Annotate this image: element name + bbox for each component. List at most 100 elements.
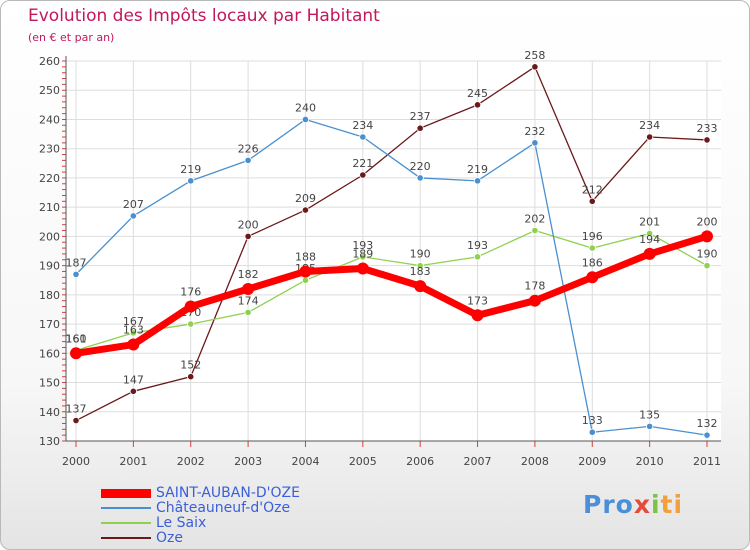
- legend-label: SAINT-AUBAN-D'OZE: [156, 485, 300, 501]
- data-point: [72, 416, 80, 425]
- data-point: [244, 308, 252, 316]
- y-tick-label: 220: [39, 172, 60, 185]
- data-point: [72, 270, 80, 278]
- data-point: [646, 133, 654, 141]
- y-tick-label: 190: [39, 260, 60, 273]
- data-point: [528, 294, 541, 307]
- data-label: 237: [410, 110, 431, 123]
- data-label: 132: [697, 417, 718, 430]
- data-point: [643, 247, 656, 260]
- data-label: 163: [123, 324, 144, 337]
- data-label: 167: [123, 315, 144, 328]
- data-label: 189: [352, 248, 373, 261]
- data-point: [70, 347, 82, 360]
- data-label: 176: [180, 286, 201, 299]
- data-point: [586, 271, 599, 284]
- legend-swatch: [101, 507, 151, 509]
- logo-part: i: [650, 490, 661, 519]
- series-line: [75, 229, 708, 352]
- data-point: [703, 431, 711, 439]
- y-tick-label: 130: [39, 435, 60, 448]
- y-tick-label: 240: [39, 113, 60, 126]
- plot-area: [66, 61, 721, 441]
- data-point: [187, 373, 195, 381]
- x-tick-label: 2006: [406, 455, 434, 468]
- y-tick-label: 260: [39, 55, 60, 68]
- data-label: 178: [524, 280, 545, 293]
- y-tick-label: 200: [39, 230, 60, 243]
- data-label: 221: [352, 157, 373, 170]
- data-label: 183: [410, 265, 431, 278]
- data-point: [473, 253, 482, 261]
- data-point: [299, 265, 312, 278]
- data-label: 194: [639, 233, 660, 246]
- data-point: [187, 320, 195, 328]
- data-label: 190: [697, 248, 718, 261]
- data-point: [359, 253, 367, 261]
- data-point: [473, 177, 482, 185]
- data-label: 212: [582, 183, 603, 196]
- data-point: [301, 206, 310, 214]
- data-point: [588, 244, 596, 252]
- legend-label: Oze: [156, 530, 183, 546]
- y-tick-label: 140: [39, 406, 60, 419]
- data-label: 240: [295, 101, 316, 114]
- data-point: [129, 212, 137, 220]
- data-label: 190: [410, 248, 431, 261]
- data-label: 219: [180, 163, 201, 176]
- data-point: [359, 171, 367, 179]
- data-label: 234: [352, 119, 373, 132]
- x-tick-label: 2001: [119, 455, 147, 468]
- data-label: 160: [66, 332, 87, 345]
- x-tick-label: 2004: [291, 455, 319, 468]
- x-tick-label: 2007: [464, 455, 492, 468]
- x-tick-label: 2010: [636, 455, 664, 468]
- x-tick-label: 2003: [234, 455, 262, 468]
- data-point: [416, 174, 424, 182]
- legend-swatch: [101, 488, 151, 498]
- x-tick-label: 2002: [177, 455, 205, 468]
- data-label: 220: [410, 160, 431, 173]
- y-tick-label: 250: [39, 84, 60, 97]
- data-point: [416, 124, 424, 132]
- data-label: 209: [295, 192, 316, 205]
- data-point: [646, 229, 654, 238]
- data-point: [359, 133, 367, 141]
- data-label: 219: [467, 163, 488, 176]
- x-tick-label: 2008: [521, 455, 549, 468]
- data-label: 196: [582, 230, 603, 243]
- data-point: [414, 280, 427, 293]
- data-point: [646, 422, 654, 430]
- data-label: 188: [295, 250, 316, 263]
- data-label: 207: [123, 198, 144, 211]
- data-label: 137: [66, 403, 87, 416]
- data-label: 174: [238, 294, 259, 307]
- data-label: 201: [639, 215, 660, 228]
- x-tick-label: 2009: [578, 455, 606, 468]
- data-label: 226: [238, 142, 259, 155]
- data-point: [184, 300, 197, 313]
- x-tick-label: 2005: [349, 455, 377, 468]
- data-label: 147: [123, 373, 144, 386]
- data-point: [244, 232, 252, 240]
- y-tick-label: 180: [39, 289, 60, 302]
- data-label: 200: [238, 218, 259, 231]
- legend-label: Châteauneuf-d'Oze: [156, 500, 291, 516]
- data-point: [531, 139, 539, 147]
- legend-swatch: [101, 537, 151, 539]
- y-tick-label: 150: [39, 377, 60, 390]
- data-point: [703, 262, 711, 270]
- data-point: [242, 283, 255, 295]
- series-line: [72, 232, 711, 357]
- data-point: [701, 230, 713, 243]
- data-point: [356, 262, 369, 275]
- data-label: 202: [524, 213, 545, 226]
- logo-part: Pro: [583, 490, 634, 519]
- y-tick-label: 210: [39, 201, 60, 214]
- data-point: [588, 197, 596, 205]
- data-label: 152: [180, 359, 201, 372]
- data-label: 193: [352, 239, 373, 252]
- data-point: [129, 387, 137, 395]
- data-point: [531, 226, 539, 235]
